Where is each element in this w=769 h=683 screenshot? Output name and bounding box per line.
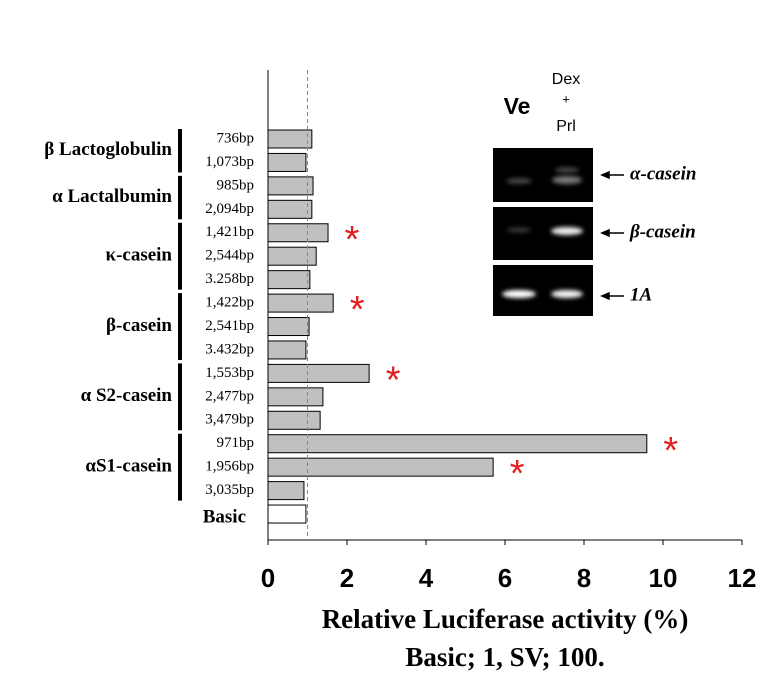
- group-label: α S2-casein: [81, 385, 173, 406]
- category-label: 2,094bp: [205, 201, 254, 217]
- x-tick-label: 2: [340, 563, 354, 593]
- significance-star: *: [663, 430, 678, 472]
- category-label: 1,073bp: [205, 154, 254, 170]
- group-label: α Lactalbumin: [52, 186, 172, 207]
- gel-band: [551, 227, 583, 235]
- category-label: 736bp: [217, 130, 255, 146]
- significance-star: *: [386, 359, 401, 401]
- category-label: 1,956bp: [205, 459, 254, 475]
- bar: [267, 481, 305, 501]
- bar: [267, 152, 307, 172]
- bar: [267, 457, 494, 477]
- x-axis-label: Relative Luciferase activity (%): [322, 604, 689, 634]
- category-label: 2,477bp: [205, 388, 254, 404]
- category-label: 3,479bp: [205, 412, 254, 428]
- x-tick-label: 12: [728, 563, 757, 593]
- category-label: 2,544bp: [205, 248, 254, 264]
- bar: [267, 340, 307, 360]
- band-label: 1A: [630, 284, 652, 305]
- band-label: α-casein: [630, 163, 696, 184]
- bar: [267, 387, 324, 407]
- significance-star: *: [350, 289, 365, 331]
- band-label: β-casein: [629, 221, 696, 242]
- group-bracket: [178, 293, 182, 360]
- bar: [267, 363, 370, 383]
- lane-label: Dex: [552, 71, 580, 88]
- lane-label: Prl: [556, 118, 576, 135]
- bar: [267, 176, 314, 196]
- gel-band: [507, 227, 531, 233]
- bar: [267, 293, 334, 313]
- bar: [267, 504, 307, 524]
- group-bracket: [178, 363, 182, 431]
- category-label: 1,421bp: [205, 224, 254, 240]
- bar: [267, 270, 311, 290]
- bar: [267, 129, 313, 149]
- x-tick-label: 10: [649, 563, 678, 593]
- x-tick-label: 4: [419, 563, 434, 593]
- significance-star: *: [510, 453, 525, 495]
- category-label: 985bp: [217, 177, 255, 193]
- category-label: 2,541bp: [205, 318, 254, 334]
- group-bracket: [178, 433, 182, 501]
- group-label: β Lactoglobulin: [44, 139, 172, 160]
- group-label: β-casein: [106, 315, 172, 336]
- x-tick-label: 0: [261, 563, 275, 593]
- lane-label: +: [562, 91, 570, 106]
- bar: [267, 246, 317, 266]
- gel-panel: [493, 148, 593, 202]
- bar: [267, 199, 313, 219]
- category-label: 3.432bp: [205, 341, 254, 357]
- gel-band: [551, 290, 583, 298]
- x-tick-label: 8: [577, 563, 591, 593]
- group-bracket: [178, 222, 182, 290]
- bar: [267, 223, 329, 243]
- group-bracket: [178, 129, 182, 173]
- category-label: 971bp: [217, 435, 255, 451]
- group-label: αS1-casein: [85, 456, 172, 477]
- group-bracket: [178, 175, 182, 220]
- gel-band: [552, 176, 582, 184]
- arrow-head: [600, 291, 610, 301]
- gel-band: [502, 290, 536, 298]
- gel-band: [555, 167, 579, 173]
- x-tick-label: 6: [498, 563, 512, 593]
- gel-band: [506, 178, 532, 184]
- group-label: κ-casein: [106, 245, 173, 266]
- bar: [267, 317, 310, 337]
- subtitle: Basic; 1, SV; 100.: [405, 642, 604, 672]
- category-label: 1,422bp: [205, 295, 254, 311]
- gel-inset: Ve Dex + Prl α-casein β-casein 1A: [493, 71, 696, 316]
- arrow-head: [600, 170, 610, 180]
- gel-panel: [493, 265, 593, 316]
- bar: [267, 434, 648, 454]
- category-label: 3.258bp: [205, 271, 254, 287]
- category-label: 1,553bp: [205, 365, 254, 381]
- arrow-head: [600, 228, 610, 238]
- bar: [267, 410, 321, 430]
- category-label: 3,035bp: [205, 482, 254, 498]
- category-label: Basic: [203, 506, 246, 527]
- significance-star: *: [345, 219, 360, 261]
- lane-label: Ve: [504, 93, 531, 119]
